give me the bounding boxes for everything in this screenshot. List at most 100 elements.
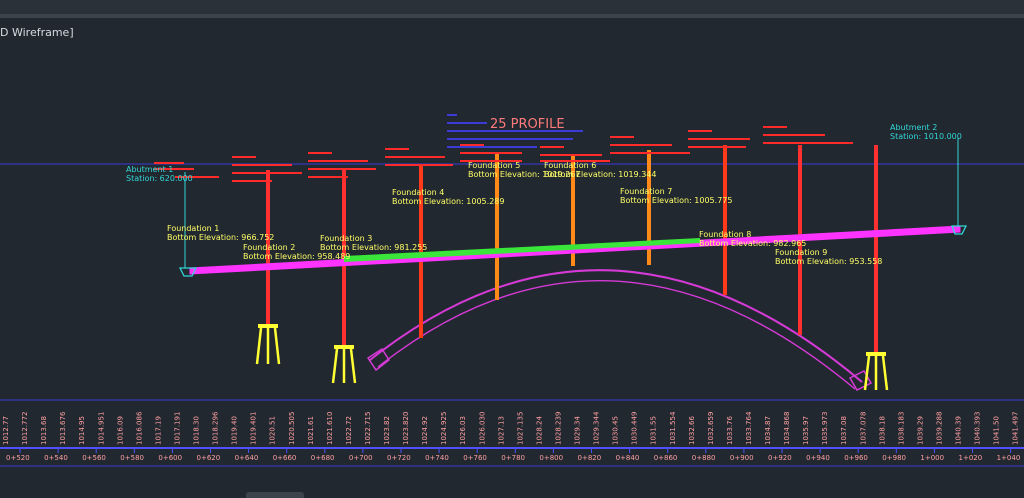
- elevation-label: 1035.973: [821, 412, 829, 445]
- abutment-2: [951, 138, 968, 235]
- foundation-7-elevation: Bottom Elevation: 1005.775: [620, 196, 732, 205]
- elevation-label: 1017.191: [173, 412, 181, 445]
- elevation-label: 1012.772: [21, 412, 29, 445]
- elevation-label: 1040.39: [955, 416, 963, 445]
- elevation-label: 1021.610: [326, 412, 334, 445]
- elevation-label: 1013.68: [40, 416, 48, 445]
- elevation-label: 1023.82: [383, 416, 391, 445]
- foundation-4-name: Foundation 4: [392, 188, 444, 197]
- elevation-label: 1033.76: [726, 416, 734, 445]
- elevation-label: 1019.401: [250, 412, 258, 445]
- station-label: 0+740: [425, 454, 449, 462]
- elevation-label: 1018.296: [212, 411, 220, 445]
- deck-green-segment: [344, 238, 700, 262]
- station-label: 1+040: [997, 454, 1021, 462]
- station-label: 0+660: [273, 454, 297, 462]
- station-label: 0+820: [578, 454, 602, 462]
- elevation-label: 1016.086: [135, 411, 143, 445]
- elevation-label: 1033.764: [745, 411, 753, 445]
- foundation-8-name: Foundation 8: [699, 230, 751, 239]
- station-label: 0+620: [197, 454, 221, 462]
- elevation-label: 1032.66: [688, 416, 696, 445]
- layout-tab[interactable]: [246, 492, 304, 498]
- title-bar: [0, 0, 1024, 14]
- foundation-5-elevation: Bottom Elevation: 1019.267: [468, 170, 580, 179]
- abutment-2-name: Abutment 2: [890, 123, 937, 132]
- station-label: 0+640: [235, 454, 259, 462]
- elevation-label: 1029.34: [574, 416, 582, 445]
- elevation-label: 1020.505: [288, 412, 296, 445]
- station-label: 0+560: [82, 454, 106, 462]
- elevation-label: 1013.676: [59, 411, 67, 445]
- foundation-4-elevation: Bottom Elevation: 1005.289: [392, 197, 504, 206]
- station-label: 0+720: [387, 454, 411, 462]
- elevation-label: 1032.659: [707, 412, 715, 445]
- station-label: 0+920: [768, 454, 792, 462]
- foundation-9-elevation: Bottom Elevation: 953.558: [775, 257, 882, 266]
- abutment-1-station: Station: 620.000: [126, 174, 193, 183]
- elevation-label: 1026.03: [459, 416, 467, 445]
- elevation-label: 1028.24: [535, 416, 543, 445]
- arch-inner: [377, 280, 856, 390]
- pile-support-2: [331, 345, 357, 384]
- foundation-1-name: Foundation 1: [167, 224, 219, 233]
- profile-title-block: 25 PROFILE: [447, 114, 583, 148]
- elevation-label: 1038.183: [897, 412, 905, 445]
- station-label: 0+760: [463, 454, 487, 462]
- foundation-8-elevation: Bottom Elevation: 982.965: [699, 239, 806, 248]
- elevation-label: 1023.820: [402, 412, 410, 445]
- elevation-label: 1035.97: [802, 416, 810, 445]
- station-label: 0+800: [539, 454, 563, 462]
- elevation-label: 1014.951: [97, 412, 105, 445]
- foundation-3-name: Foundation 3: [320, 234, 372, 243]
- abutment-1-name: Abutment 1: [126, 165, 173, 174]
- elevation-label: 1014.95: [78, 416, 86, 445]
- foundation-6-elevation: Bottom Elevation: 1019.344: [544, 170, 656, 179]
- station-labels: 0+520 0+540 0+560 0+580 0+600 0+620 0+640 0+660…: [6, 448, 1020, 462]
- station-label: 1+020: [959, 454, 983, 462]
- foundation-2-name: Foundation 2: [243, 243, 295, 252]
- pile-support-1: [255, 324, 281, 365]
- station-label: 0+700: [349, 454, 373, 462]
- station-label: 0+680: [311, 454, 335, 462]
- elevation-label: 1034.87: [764, 416, 772, 445]
- elevation-label: 1012.77: [2, 416, 10, 445]
- elevation-label: 1024.92: [421, 416, 429, 445]
- elevation-label: 1039.29: [916, 416, 924, 445]
- foundation-5-name: Foundation 5: [468, 161, 520, 170]
- profile-title: 25 PROFILE: [490, 117, 565, 132]
- arch-outer: [369, 269, 863, 383]
- elevation-label: 1018.30: [193, 416, 201, 445]
- elevation-label: 1026.030: [478, 412, 486, 445]
- abutment-1: [178, 172, 198, 277]
- station-label: 0+940: [806, 454, 830, 462]
- station-label: 1+000: [920, 454, 944, 462]
- station-label: 0+880: [692, 454, 716, 462]
- elevation-label: 1028.239: [554, 412, 562, 445]
- foundation-2-elevation: Bottom Elevation: 958.489: [243, 252, 350, 261]
- elevation-label: 1019.40: [231, 416, 239, 445]
- station-label: 0+960: [844, 454, 868, 462]
- elevation-label: 1029.344: [593, 411, 601, 445]
- elevation-label: 1040.393: [974, 412, 982, 445]
- elevation-label: 1021.61: [307, 416, 315, 445]
- station-label: 0+780: [501, 454, 525, 462]
- elevation-label: 1039.288: [935, 412, 943, 445]
- station-label: 0+980: [882, 454, 906, 462]
- elevation-label: 1041.50: [993, 416, 1001, 445]
- foundation-9-name: Foundation 9: [775, 248, 827, 257]
- arch-right-footing: [848, 370, 873, 391]
- station-label: 0+900: [730, 454, 754, 462]
- station-label: 0+520: [6, 454, 30, 462]
- foundation-6-name: Foundation 6: [544, 161, 596, 170]
- station-label: 0+540: [44, 454, 68, 462]
- elevation-label: 1020.51: [269, 416, 277, 445]
- foundation-7-name: Foundation 7: [620, 187, 672, 196]
- elevation-label: 1031.554: [669, 411, 677, 445]
- pier-annotations: [154, 126, 853, 182]
- elevation-label: 1027.13: [497, 416, 505, 445]
- viewport-visual-style-label[interactable]: D Wireframe]: [0, 26, 74, 39]
- elevation-label: 1027.135: [516, 412, 524, 445]
- elevation-label: 1038.18: [878, 416, 886, 445]
